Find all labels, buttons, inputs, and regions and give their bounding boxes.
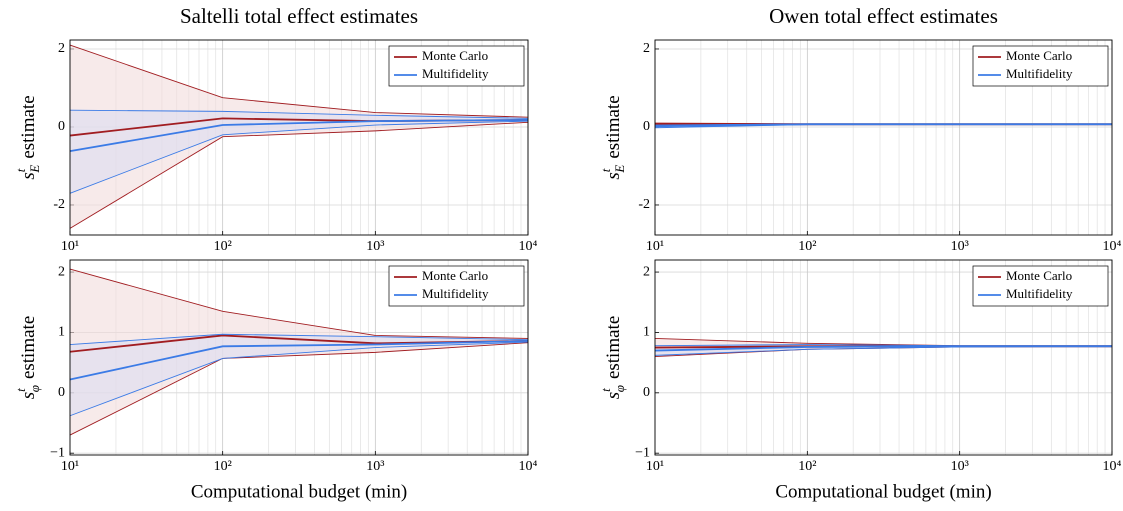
legend-label: Multifidelity: [422, 66, 489, 81]
y-label-sub: φ: [612, 385, 627, 392]
y-tick-label: 0: [58, 385, 65, 400]
y-tick-label: 0: [58, 119, 65, 134]
chart-title: Saltelli total effect estimates: [180, 4, 418, 28]
y-label-text: estimate: [603, 316, 624, 379]
y-tick-label: 2: [643, 264, 650, 279]
y-label-sub: E: [612, 165, 627, 174]
x-tick-label: 10⁴: [519, 459, 538, 474]
y-tick-label: −1: [50, 445, 65, 460]
legend-label: Monte Carlo: [1006, 48, 1072, 63]
y-axis-label: stφestimate: [598, 316, 627, 400]
y-label-text: estimate: [603, 95, 624, 158]
x-tick-label: 10³: [366, 459, 384, 474]
y-tick-label: -2: [638, 197, 650, 212]
legend-label: Monte Carlo: [422, 268, 488, 283]
y-axis-label: stEestimate: [13, 95, 42, 179]
x-tick-label: 10⁴: [519, 239, 538, 254]
y-tick-label: 2: [58, 264, 65, 279]
x-tick-label: 10²: [798, 459, 816, 474]
x-tick-label: 10²: [214, 459, 232, 474]
y-tick-label: 0: [643, 119, 650, 134]
y-tick-label: −1: [635, 445, 650, 460]
x-axis-label: Computational budget (min): [775, 481, 991, 502]
y-label-sup: t: [598, 168, 613, 172]
x-tick-label: 10³: [366, 239, 384, 254]
y-axis-label: stφestimate: [13, 316, 42, 400]
y-label-text: estimate: [18, 316, 39, 379]
y-tick-label: 2: [58, 41, 65, 56]
x-tick-label: 10¹: [61, 239, 79, 254]
x-tick-label: 10³: [951, 239, 969, 254]
x-tick-label: 10¹: [646, 239, 664, 254]
y-label-sub: E: [27, 165, 42, 174]
legend-label: Multifidelity: [1006, 66, 1073, 81]
legend-label: Monte Carlo: [1006, 268, 1072, 283]
x-tick-label: 10³: [951, 459, 969, 474]
legend-label: Monte Carlo: [422, 48, 488, 63]
x-axis-label: Computational budget (min): [191, 481, 407, 502]
x-tick-label: 10¹: [646, 459, 664, 474]
y-label-sup: t: [598, 388, 613, 392]
y-label-sub: φ: [27, 385, 42, 392]
y-tick-label: 0: [643, 385, 650, 400]
y-label-sup: t: [13, 168, 28, 172]
y-tick-label: 2: [643, 41, 650, 56]
chart-title: Owen total effect estimates: [769, 4, 998, 28]
y-label-text: estimate: [18, 95, 39, 158]
y-tick-label: 1: [643, 325, 650, 340]
x-tick-label: 10¹: [61, 459, 79, 474]
y-label-sup: t: [13, 388, 28, 392]
x-tick-label: 10⁴: [1103, 459, 1122, 474]
y-axis-label: stEestimate: [598, 95, 627, 179]
x-tick-label: 10²: [798, 239, 816, 254]
y-tick-label: -2: [53, 197, 65, 212]
legend-label: Multifidelity: [422, 286, 489, 301]
mean-line: [655, 124, 1112, 126]
legend-label: Multifidelity: [1006, 286, 1073, 301]
x-tick-label: 10²: [214, 239, 232, 254]
y-tick-label: 1: [58, 325, 65, 340]
x-tick-label: 10⁴: [1103, 239, 1122, 254]
